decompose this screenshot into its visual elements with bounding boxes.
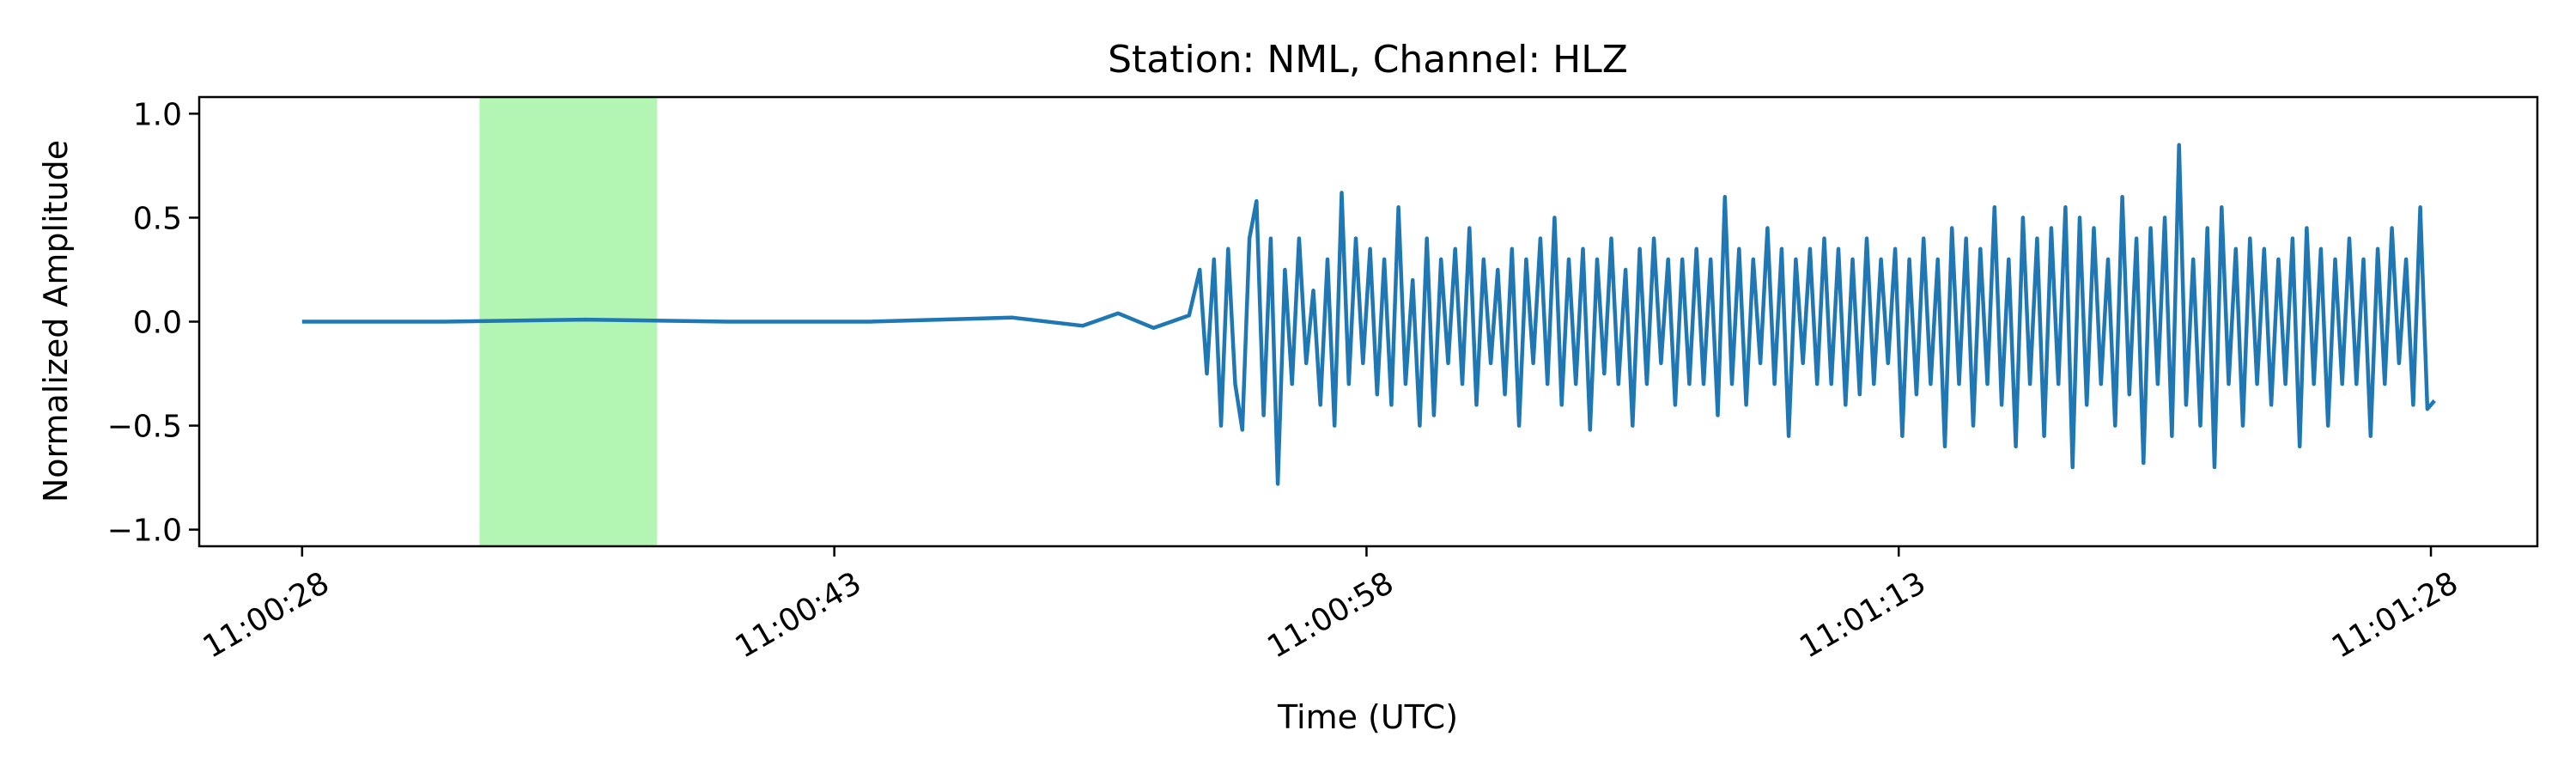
x-axis-label: Time (UTC) [1277, 698, 1458, 736]
x-tick-label-1: 11:00:43 [730, 565, 868, 665]
y-axis-label: Normalized Amplitude [37, 140, 75, 502]
trace [301, 143, 2436, 486]
x-tick-label-2: 11:00:58 [1261, 565, 1400, 665]
y-tick-label-2: 0.0 [133, 306, 182, 341]
y-tick-label-0: 1.0 [133, 97, 182, 132]
y-tick-label-4: −1.0 [107, 514, 182, 549]
y-axis: 1.0 0.5 0.0 −0.5 −1.0 [107, 97, 199, 549]
x-tick-label-0: 11:00:28 [197, 565, 336, 665]
x-tick-label-4: 11:01:28 [2326, 565, 2464, 665]
series-line-0 [301, 143, 2436, 486]
x-tick-label-3: 11:01:13 [1794, 565, 1932, 665]
y-tick-label-1: 0.5 [133, 201, 182, 236]
x-axis: 11:00:28 11:00:43 11:00:58 11:01:13 11:01:28 [197, 546, 2464, 666]
y-tick-label-3: −0.5 [107, 410, 182, 445]
chart-title: Station: NML, Channel: HLZ [1108, 38, 1628, 82]
